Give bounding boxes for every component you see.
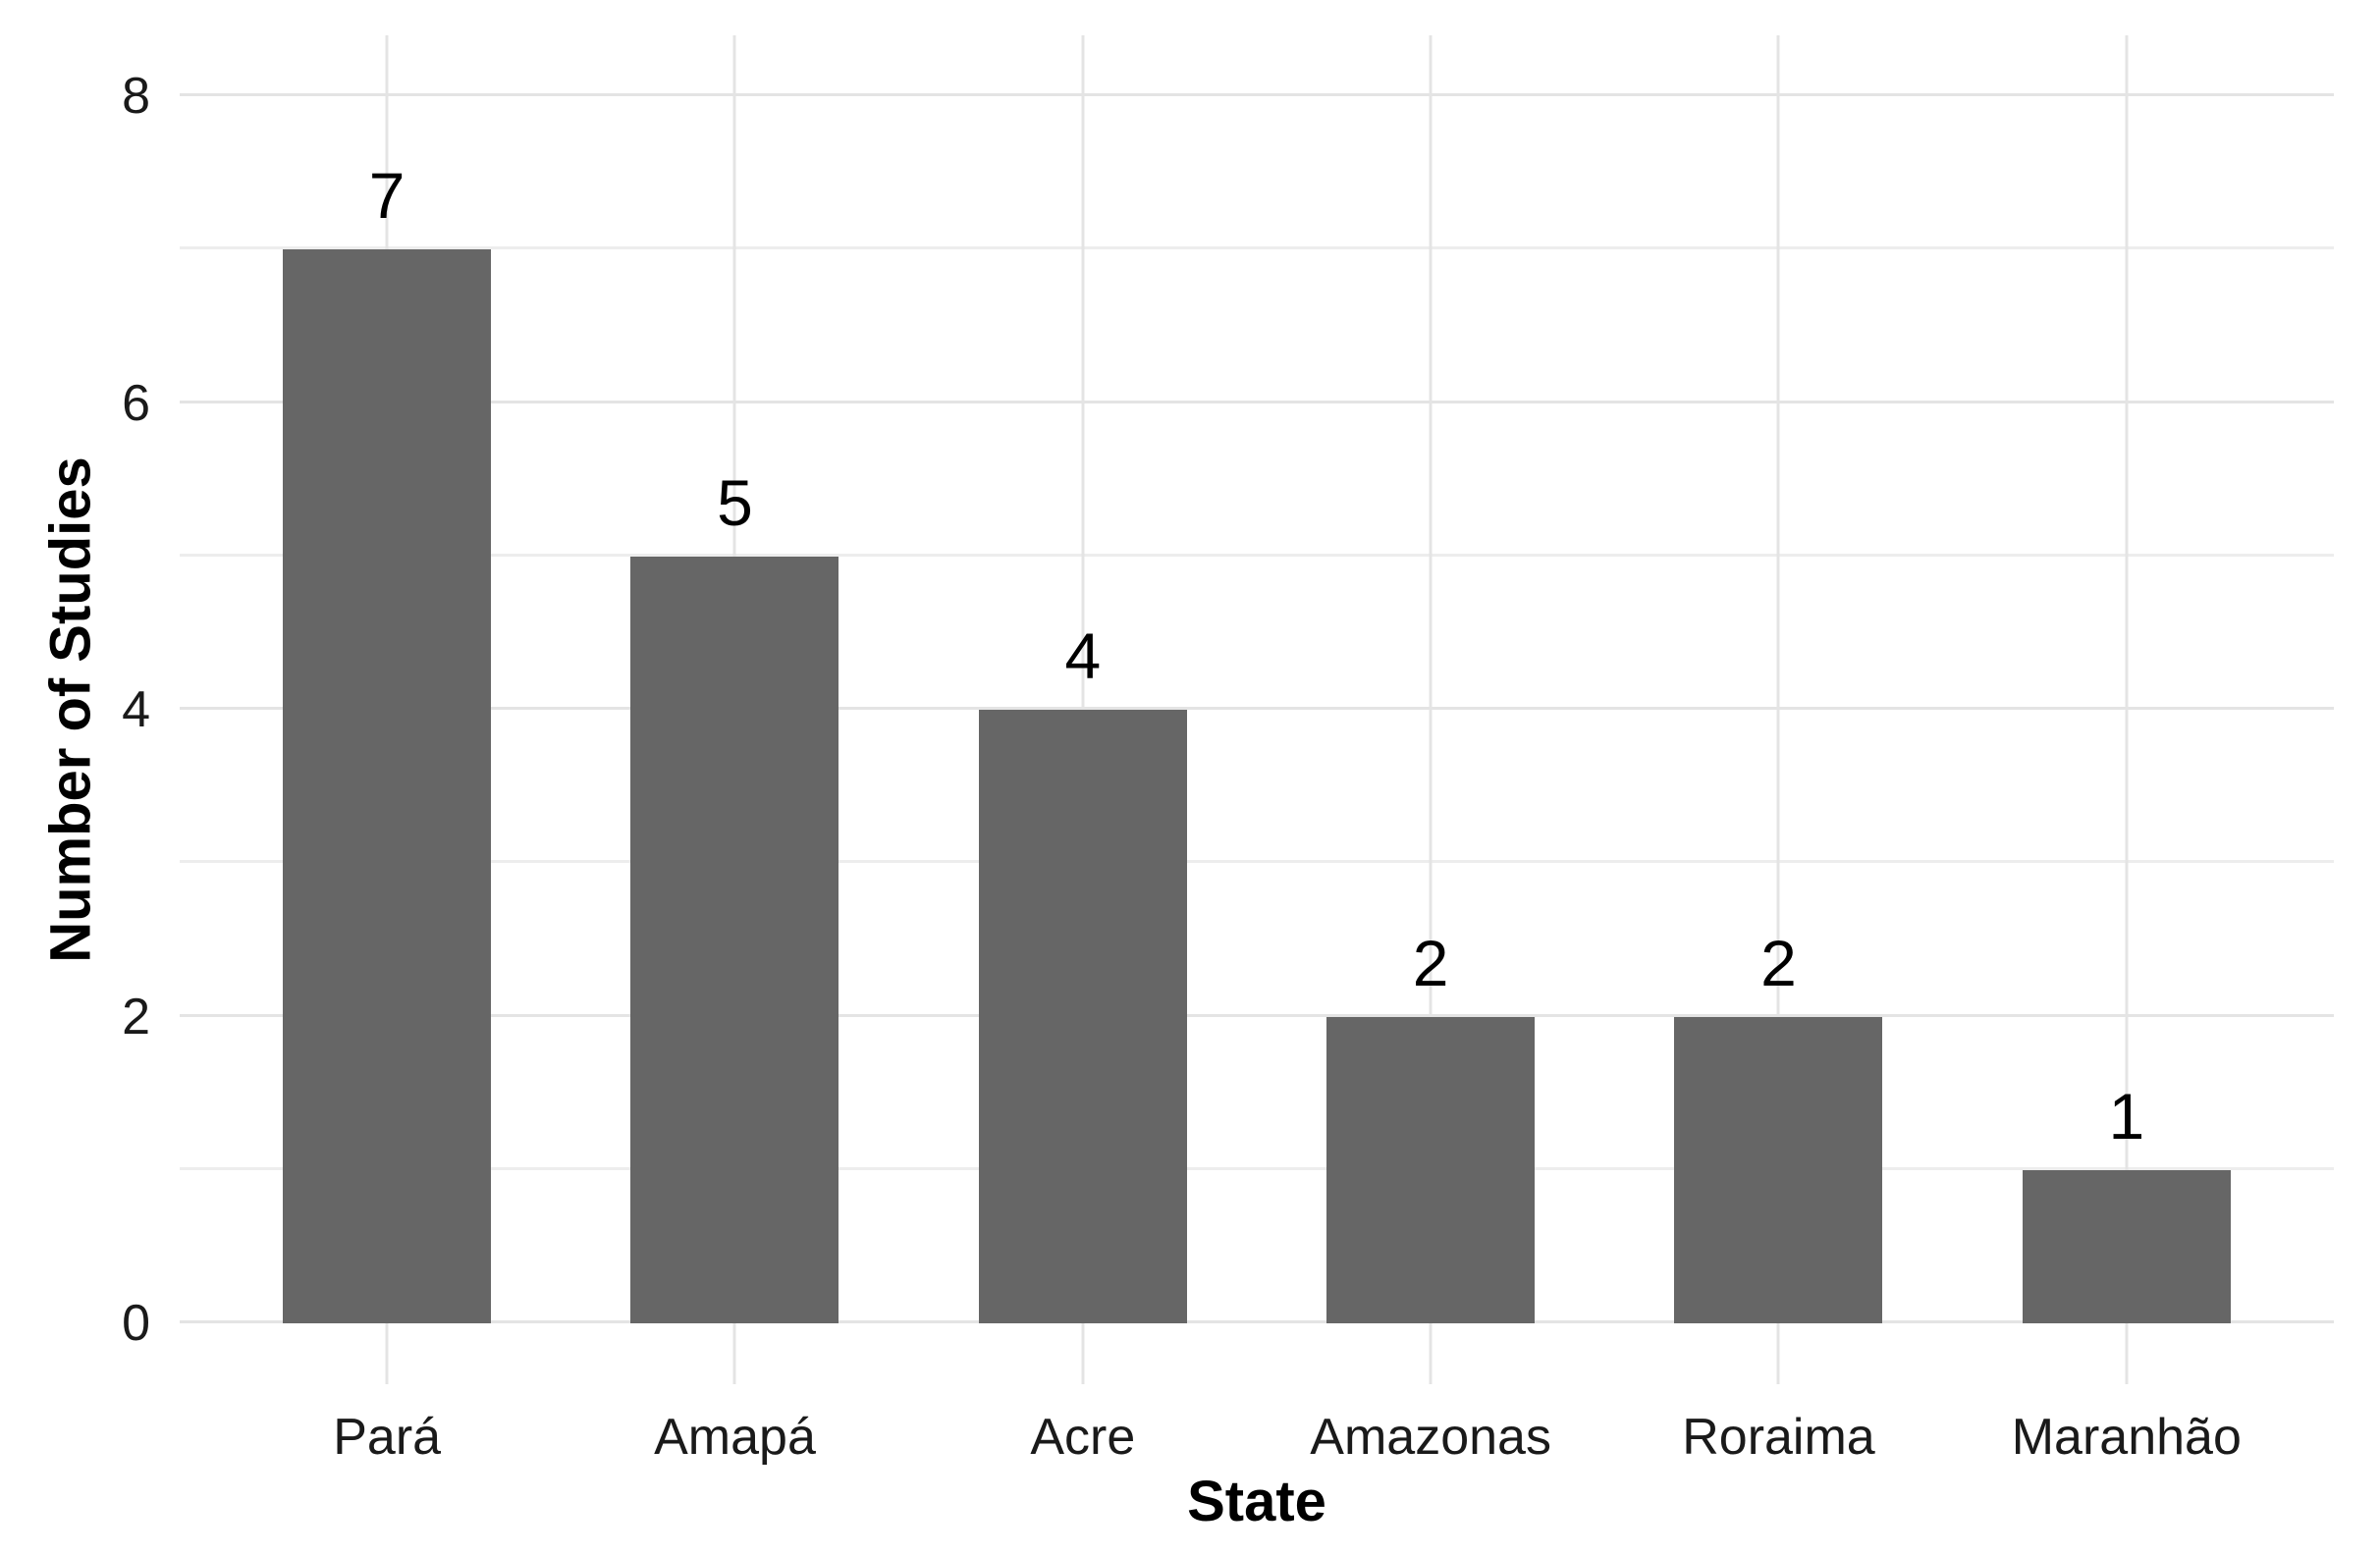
bar-slots: 7 5 4 2 2 1 [180, 35, 2334, 1384]
vertical-gridline [1776, 35, 1780, 1384]
bar-value-label: 1 [2108, 1079, 2145, 1153]
bar-slot: 7 [213, 35, 561, 1384]
x-tick-label: Maranhão [2011, 1409, 2242, 1466]
horizontal-gridline-minor [180, 1166, 2334, 1170]
bar [1674, 1016, 1883, 1323]
bar-slot: 2 [1257, 35, 1604, 1384]
horizontal-gridline-major [180, 707, 2334, 710]
bar [283, 249, 492, 1323]
vertical-gridline [1429, 35, 1433, 1384]
horizontal-gridline-minor [180, 860, 2334, 864]
y-tick-label: 0 [122, 1295, 150, 1352]
bar-value-label: 4 [1064, 619, 1102, 692]
horizontal-gridline-major [180, 400, 2334, 403]
bar [1326, 1016, 1536, 1323]
plot-panel: 7 5 4 2 2 1 [180, 35, 2334, 1384]
horizontal-gridline-minor [180, 553, 2334, 557]
bar-value-label: 2 [1412, 926, 1449, 999]
bar-value-label: 5 [717, 465, 753, 539]
bar-slot: 4 [909, 35, 1257, 1384]
horizontal-gridline-major [180, 1013, 2334, 1017]
x-tick-label: Amapá [654, 1409, 816, 1466]
y-axis-tick-labels: 0 2 4 6 8 [0, 35, 150, 1384]
vertical-gridline [2125, 35, 2129, 1384]
x-axis-tick-labels: Pará Amapá Acre Amazonas Roraima Maranhão [180, 1409, 2334, 1466]
bar [630, 556, 839, 1323]
x-axis-title: State [1187, 1470, 1326, 1533]
bar-value-label: 2 [1760, 926, 1797, 999]
x-tick-label: Pará [333, 1409, 442, 1466]
x-tick-label: Amazonas [1310, 1409, 1551, 1466]
x-tick-label: Roraima [1682, 1409, 1875, 1466]
y-tick-label: 4 [122, 681, 150, 738]
bar [978, 710, 1187, 1323]
y-tick-label: 6 [122, 374, 150, 432]
bar-slot: 2 [1604, 35, 1952, 1384]
bar-value-label: 7 [368, 159, 406, 233]
horizontal-gridline-major [180, 1320, 2334, 1323]
bar-slot: 1 [1953, 35, 2300, 1384]
y-tick-label: 2 [122, 988, 150, 1046]
horizontal-gridline-major [180, 93, 2334, 96]
y-tick-label: 8 [122, 68, 150, 125]
bar-slot: 5 [561, 35, 908, 1384]
horizontal-gridline-minor [180, 246, 2334, 250]
bar [2022, 1169, 2231, 1323]
x-tick-label: Acre [1030, 1409, 1136, 1466]
